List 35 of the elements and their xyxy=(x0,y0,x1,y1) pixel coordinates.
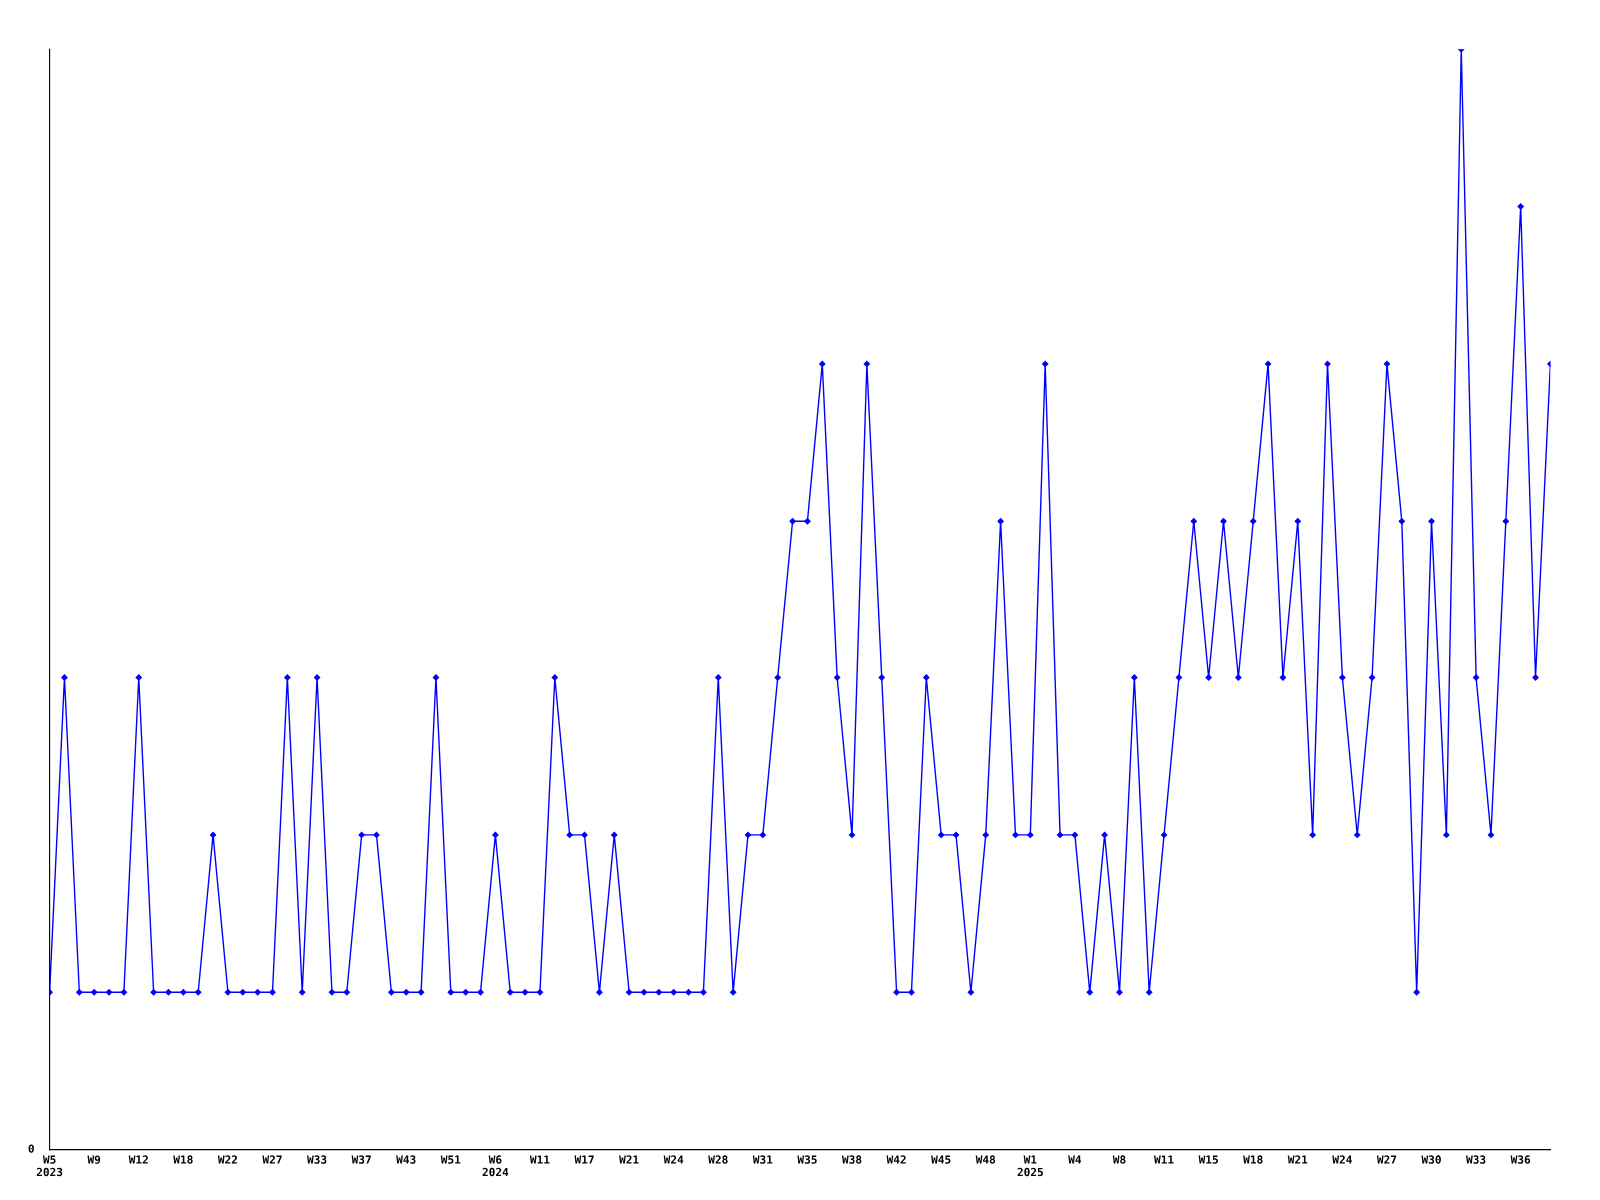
x-tick-label: W6 2024 xyxy=(482,1155,509,1177)
x-tick-label: W33 xyxy=(1466,1155,1486,1164)
x-tick-label: W31 xyxy=(752,1155,773,1164)
x-tick-label: W18 xyxy=(1243,1155,1263,1164)
x-tick-label: W21 xyxy=(619,1155,639,1164)
x-tick-label: W30 xyxy=(1421,1155,1441,1164)
x-tick-label: W1 2025 xyxy=(1017,1155,1043,1177)
x-tick-label: W17 xyxy=(574,1155,594,1164)
x-tick-label: W9 xyxy=(87,1155,101,1164)
x-tick-label: W36 xyxy=(1510,1155,1531,1164)
x-tick-label: W38 xyxy=(841,1155,862,1164)
x-tick-label: W37 xyxy=(351,1155,371,1164)
x-tick-label: W21 xyxy=(1287,1155,1308,1164)
x-tick-label: W22 xyxy=(217,1155,238,1164)
x-tick-label: W11 xyxy=(529,1155,550,1164)
x-tick-label: W8 xyxy=(1112,1155,1126,1164)
x-tick-label: W11 xyxy=(1154,1155,1174,1164)
x-tick-label: W33 xyxy=(307,1155,327,1164)
x-tick-label: W5 2023 xyxy=(36,1155,63,1177)
x-tick-label: W45 xyxy=(931,1155,951,1164)
x-tick-label: W51 xyxy=(440,1155,461,1164)
x-tick-label: W42 xyxy=(886,1155,906,1164)
x-tick-label: W28 xyxy=(708,1155,728,1164)
x-tick-label: W35 xyxy=(797,1155,817,1164)
text: 0 xyxy=(28,1144,34,1153)
x-tick-label: W24 xyxy=(1332,1155,1352,1164)
x-tick-label: W18 xyxy=(173,1155,193,1164)
x-tick-label: W24 xyxy=(663,1155,684,1164)
x-tick-label: W43 xyxy=(396,1155,416,1164)
x-tick-label: W12 xyxy=(128,1155,148,1164)
x-tick-label: W15 xyxy=(1198,1155,1218,1164)
x-tick-label: W48 xyxy=(975,1155,996,1164)
x-tick-label: W27 xyxy=(262,1155,282,1164)
x-tick-label: W4 xyxy=(1068,1155,1082,1164)
x-tick-label: W27 xyxy=(1376,1155,1397,1164)
